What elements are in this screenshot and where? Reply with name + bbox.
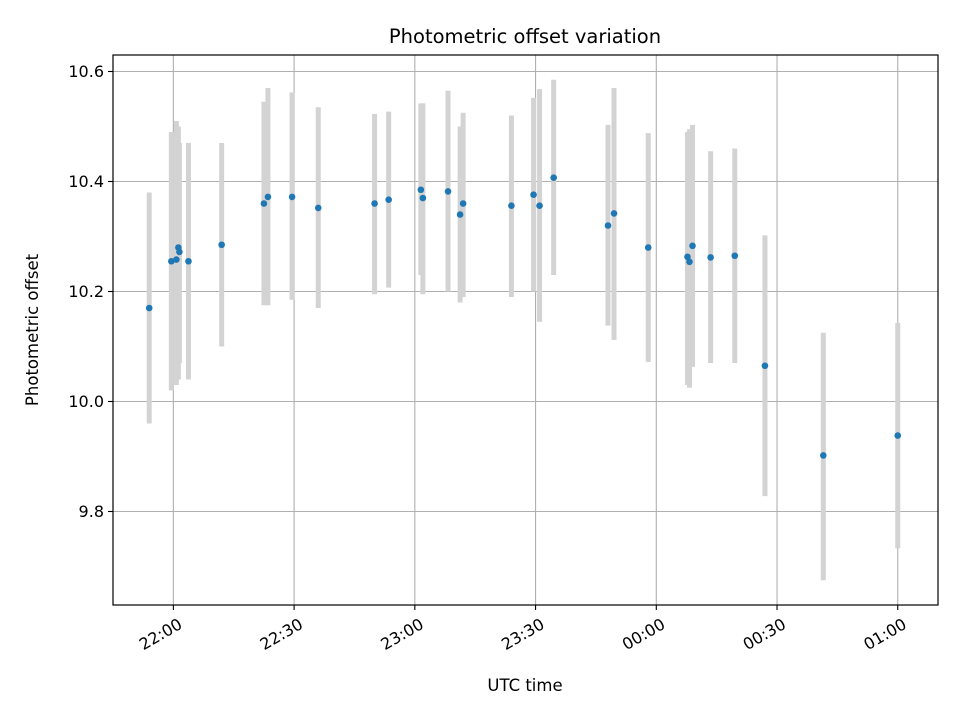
data-point bbox=[168, 257, 175, 265]
y-tick-label: 10.2 bbox=[68, 282, 104, 301]
data-point bbox=[536, 202, 543, 209]
data-point bbox=[610, 210, 618, 217]
data-point bbox=[173, 256, 180, 263]
data-point bbox=[444, 188, 452, 195]
plot-area bbox=[113, 55, 938, 605]
data-point bbox=[894, 432, 902, 439]
chart-title: Photometric offset variation bbox=[389, 25, 661, 48]
data-point bbox=[604, 222, 612, 229]
y-tick-label: 10.6 bbox=[68, 62, 104, 81]
data-point bbox=[260, 200, 268, 207]
y-axis-label: Photometric offset bbox=[23, 253, 42, 406]
data-point bbox=[176, 248, 183, 256]
data-point bbox=[456, 211, 464, 218]
data-point bbox=[145, 304, 153, 312]
data-point bbox=[689, 242, 696, 250]
data-point bbox=[459, 200, 467, 207]
data-point bbox=[731, 252, 739, 260]
data-point bbox=[288, 193, 296, 201]
data-point bbox=[417, 186, 425, 194]
data-point bbox=[644, 244, 652, 251]
data-point bbox=[684, 253, 691, 261]
data-point bbox=[419, 194, 427, 202]
data-point bbox=[761, 362, 769, 370]
data-point bbox=[707, 254, 714, 261]
y-tick-label: 9.8 bbox=[79, 502, 104, 521]
x-axis-label: UTC time bbox=[487, 676, 562, 695]
data-point bbox=[385, 196, 392, 203]
grid-lines bbox=[113, 55, 938, 605]
y-tick-label: 10.4 bbox=[68, 172, 104, 191]
data-point bbox=[508, 202, 515, 209]
data-point bbox=[820, 452, 827, 459]
data-point bbox=[371, 200, 378, 207]
data-point bbox=[218, 241, 225, 249]
data-point bbox=[686, 258, 693, 266]
data-point bbox=[185, 257, 192, 265]
data-point bbox=[550, 174, 557, 181]
data-points bbox=[145, 174, 902, 459]
data-point bbox=[314, 204, 322, 212]
y-tick-label: 10.0 bbox=[68, 392, 104, 411]
plot-frame bbox=[112, 54, 939, 606]
data-point bbox=[530, 191, 537, 198]
data-point bbox=[264, 193, 272, 201]
